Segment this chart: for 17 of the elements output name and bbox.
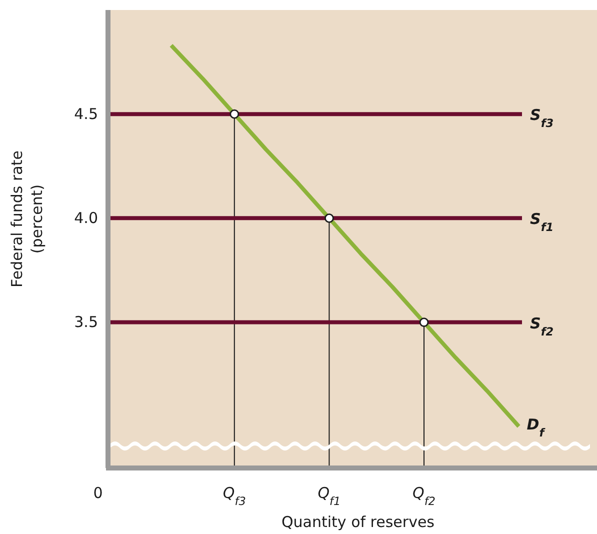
line-series	[169, 43, 521, 428]
y-tick-label: 4.0	[74, 208, 98, 227]
y-axis-title: Federal funds rate (percent)	[8, 150, 46, 288]
y-tick-label: 4.5	[74, 104, 98, 123]
point	[419, 318, 429, 327]
x-tick-label: Q$_{f3}$	[222, 484, 246, 508]
y-tick-label: 3.5	[74, 313, 98, 332]
point	[230, 109, 240, 119]
ref-line-label: S$_{f2}$	[530, 314, 554, 338]
ref-line-label: S$_{f1}$	[530, 210, 554, 234]
series-label: D$_{f}$	[526, 415, 546, 439]
ref-line-label: S$_{f3}$	[530, 106, 554, 130]
point	[324, 214, 334, 223]
x-axis-title: Quantity of reserves	[281, 513, 435, 531]
x-tick-label: Q$_{f1}$	[318, 484, 341, 508]
x-tick-label: Q$_{f2}$	[412, 484, 436, 508]
x-tick-label: 0	[93, 484, 103, 502]
